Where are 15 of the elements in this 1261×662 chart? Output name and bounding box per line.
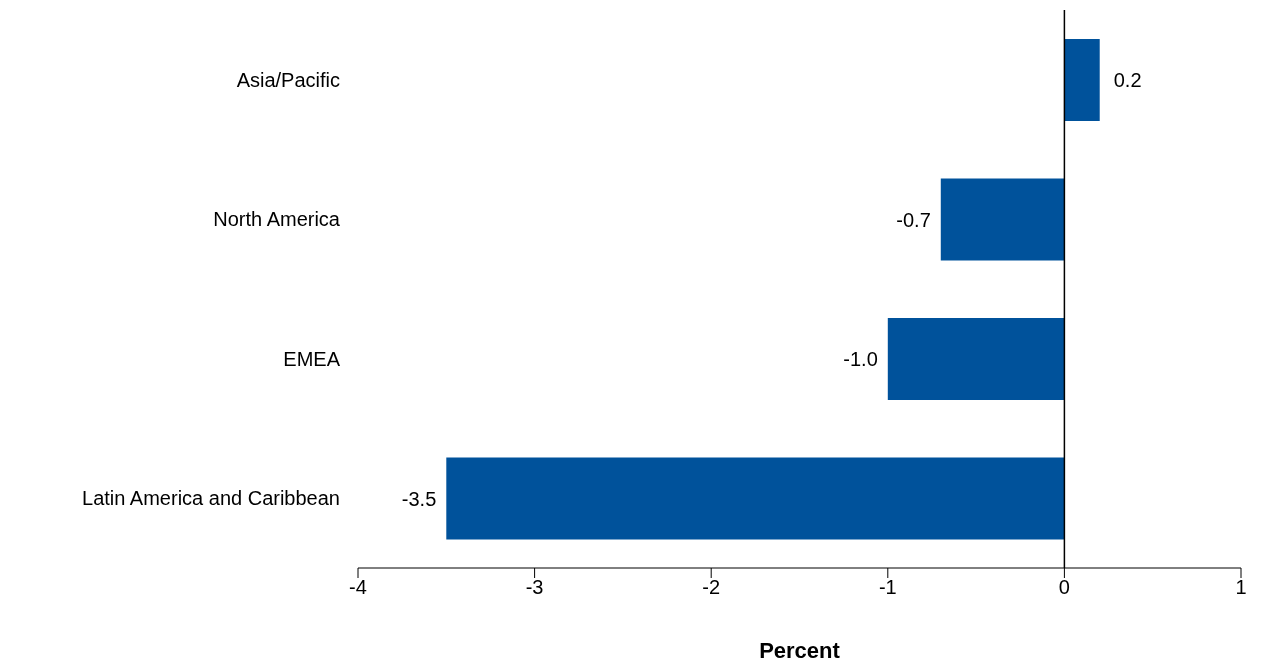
data-label: -0.7 (896, 208, 931, 231)
y-tick-label: Latin America and Caribbean (82, 487, 340, 510)
x-tick-label: -2 (702, 576, 721, 599)
x-tick-label: -4 (349, 576, 367, 599)
y-tick-label: North America (213, 208, 341, 231)
y-tick-label: Asia/Pacific (236, 68, 340, 91)
x-tick-label: -1 (878, 576, 897, 599)
x-axis-title: Percent (759, 638, 841, 662)
data-label: 0.2 (1113, 69, 1142, 91)
y-tick-label: EMEA (283, 347, 341, 370)
x-tick-label: -3 (525, 576, 544, 599)
data-label: -3.5 (401, 487, 437, 510)
x-tick-label: 1 (1235, 576, 1247, 599)
data-label: -1.0 (843, 348, 878, 370)
x-tick-label: 0 (1058, 576, 1070, 599)
